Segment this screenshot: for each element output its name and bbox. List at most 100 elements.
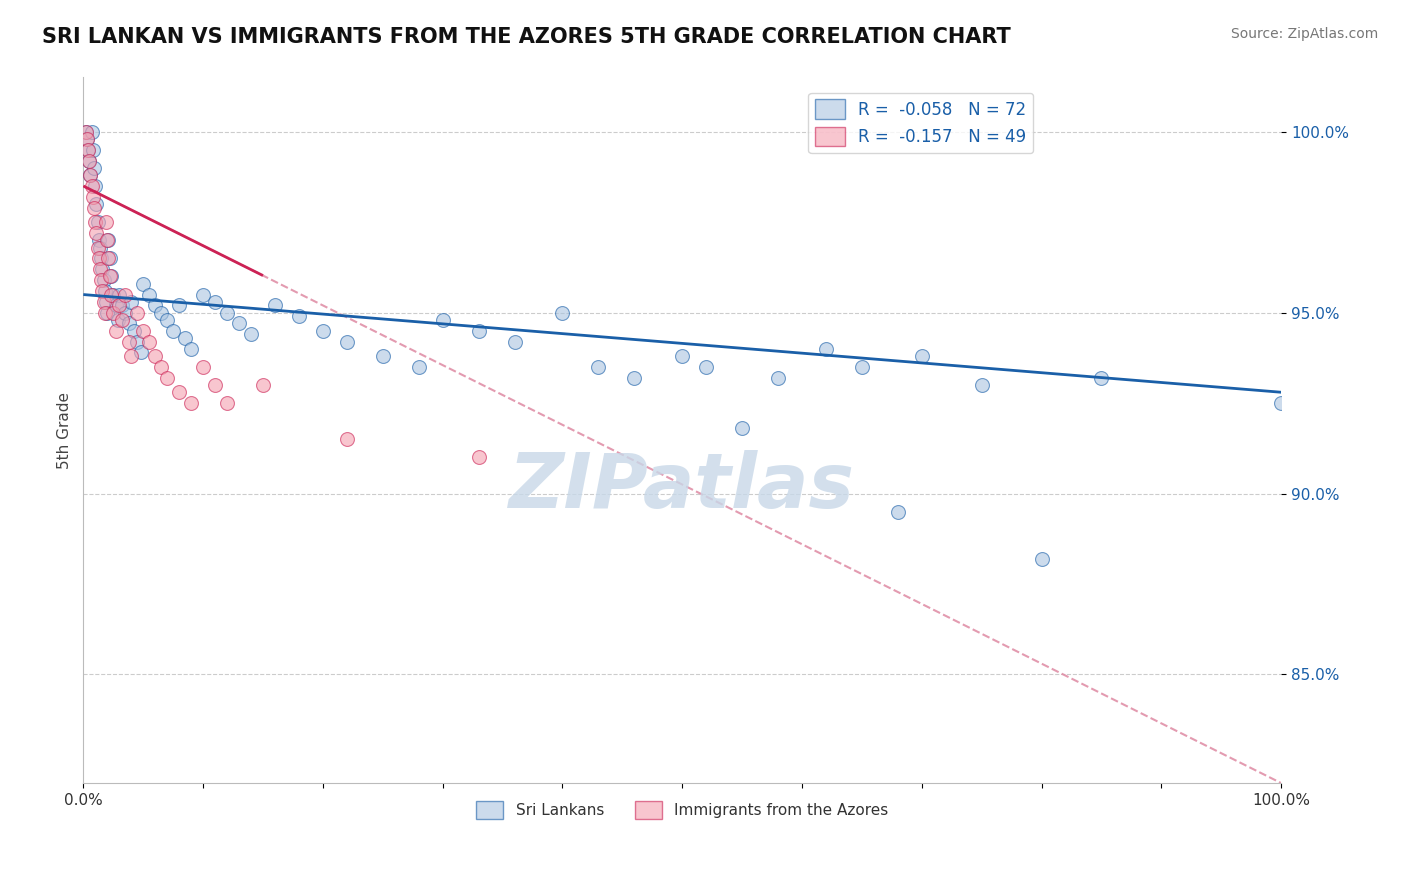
Point [84,215,107,229]
Point [814,342,837,356]
Point [138,287,160,301]
Point [156,371,179,385]
Point [1090,371,1112,385]
Point [120,294,142,309]
Point [180,342,202,356]
Point [120,349,142,363]
Point [89,262,111,277]
Point [103,287,125,301]
Point [104,298,127,312]
Point [191,359,214,374]
Point [336,334,359,349]
Point [129,345,152,359]
Point [98,269,121,284]
Point [228,317,250,331]
Point [79,168,101,182]
Point [240,327,263,342]
Point [588,359,610,374]
Point [408,359,430,374]
Point [77,143,100,157]
Point [96,233,118,247]
Point [75,125,97,139]
Point [111,313,134,327]
Point [167,298,190,312]
Text: SRI LANKAN VS IMMIGRANTS FROM THE AZORES 5TH GRADE CORRELATION CHART: SRI LANKAN VS IMMIGRANTS FROM THE AZORES… [42,27,1011,46]
Point [94,294,117,309]
Point [132,277,155,291]
Point [111,298,134,312]
Point [91,284,114,298]
Point [118,334,141,349]
Point [76,132,98,146]
Point [87,233,110,247]
Point [467,324,489,338]
Point [766,371,789,385]
Point [132,324,155,338]
Point [371,349,394,363]
Point [93,273,115,287]
Point [83,161,105,175]
Point [86,240,108,254]
Point [108,287,131,301]
Point [86,215,108,229]
Point [118,317,141,331]
Point [100,287,122,301]
Point [77,153,100,168]
Point [288,310,311,324]
Point [97,233,120,247]
Point [93,294,115,309]
Point [86,226,108,240]
Point [114,287,136,301]
Point [97,252,120,266]
Point [851,359,873,374]
Point [138,334,160,349]
Point [174,331,197,345]
Text: Source: ZipAtlas.com: Source: ZipAtlas.com [1230,27,1378,41]
Point [1270,396,1292,410]
Point [264,298,287,312]
Point [551,305,574,319]
Point [103,305,125,319]
Point [84,179,107,194]
Point [77,153,100,168]
Point [80,179,103,194]
Point [252,378,274,392]
Point [143,349,166,363]
Point [503,334,526,349]
Point [114,305,136,319]
Text: ZIPatlas: ZIPatlas [509,450,855,524]
Point [150,305,173,319]
Point [79,168,101,182]
Point [94,284,117,298]
Point [89,240,111,254]
Point [312,324,335,338]
Point [127,305,149,319]
Point [336,432,359,446]
Point [623,371,645,385]
Point [204,378,226,392]
Point [156,313,179,327]
Point [82,143,104,157]
Point [83,201,105,215]
Point [731,421,754,435]
Point [1031,551,1053,566]
Point [107,313,129,327]
Point [432,313,454,327]
Point [180,396,202,410]
Point [122,324,145,338]
Point [87,252,110,266]
Point [215,305,238,319]
Point [167,385,190,400]
Point [970,378,993,392]
Point [77,143,100,157]
Point [96,305,118,319]
Point [191,287,214,301]
Point [86,197,108,211]
Point [467,450,489,465]
Point [162,324,184,338]
Point [104,324,127,338]
Point [82,190,104,204]
Point [98,252,121,266]
Point [127,334,149,349]
Point [143,298,166,312]
